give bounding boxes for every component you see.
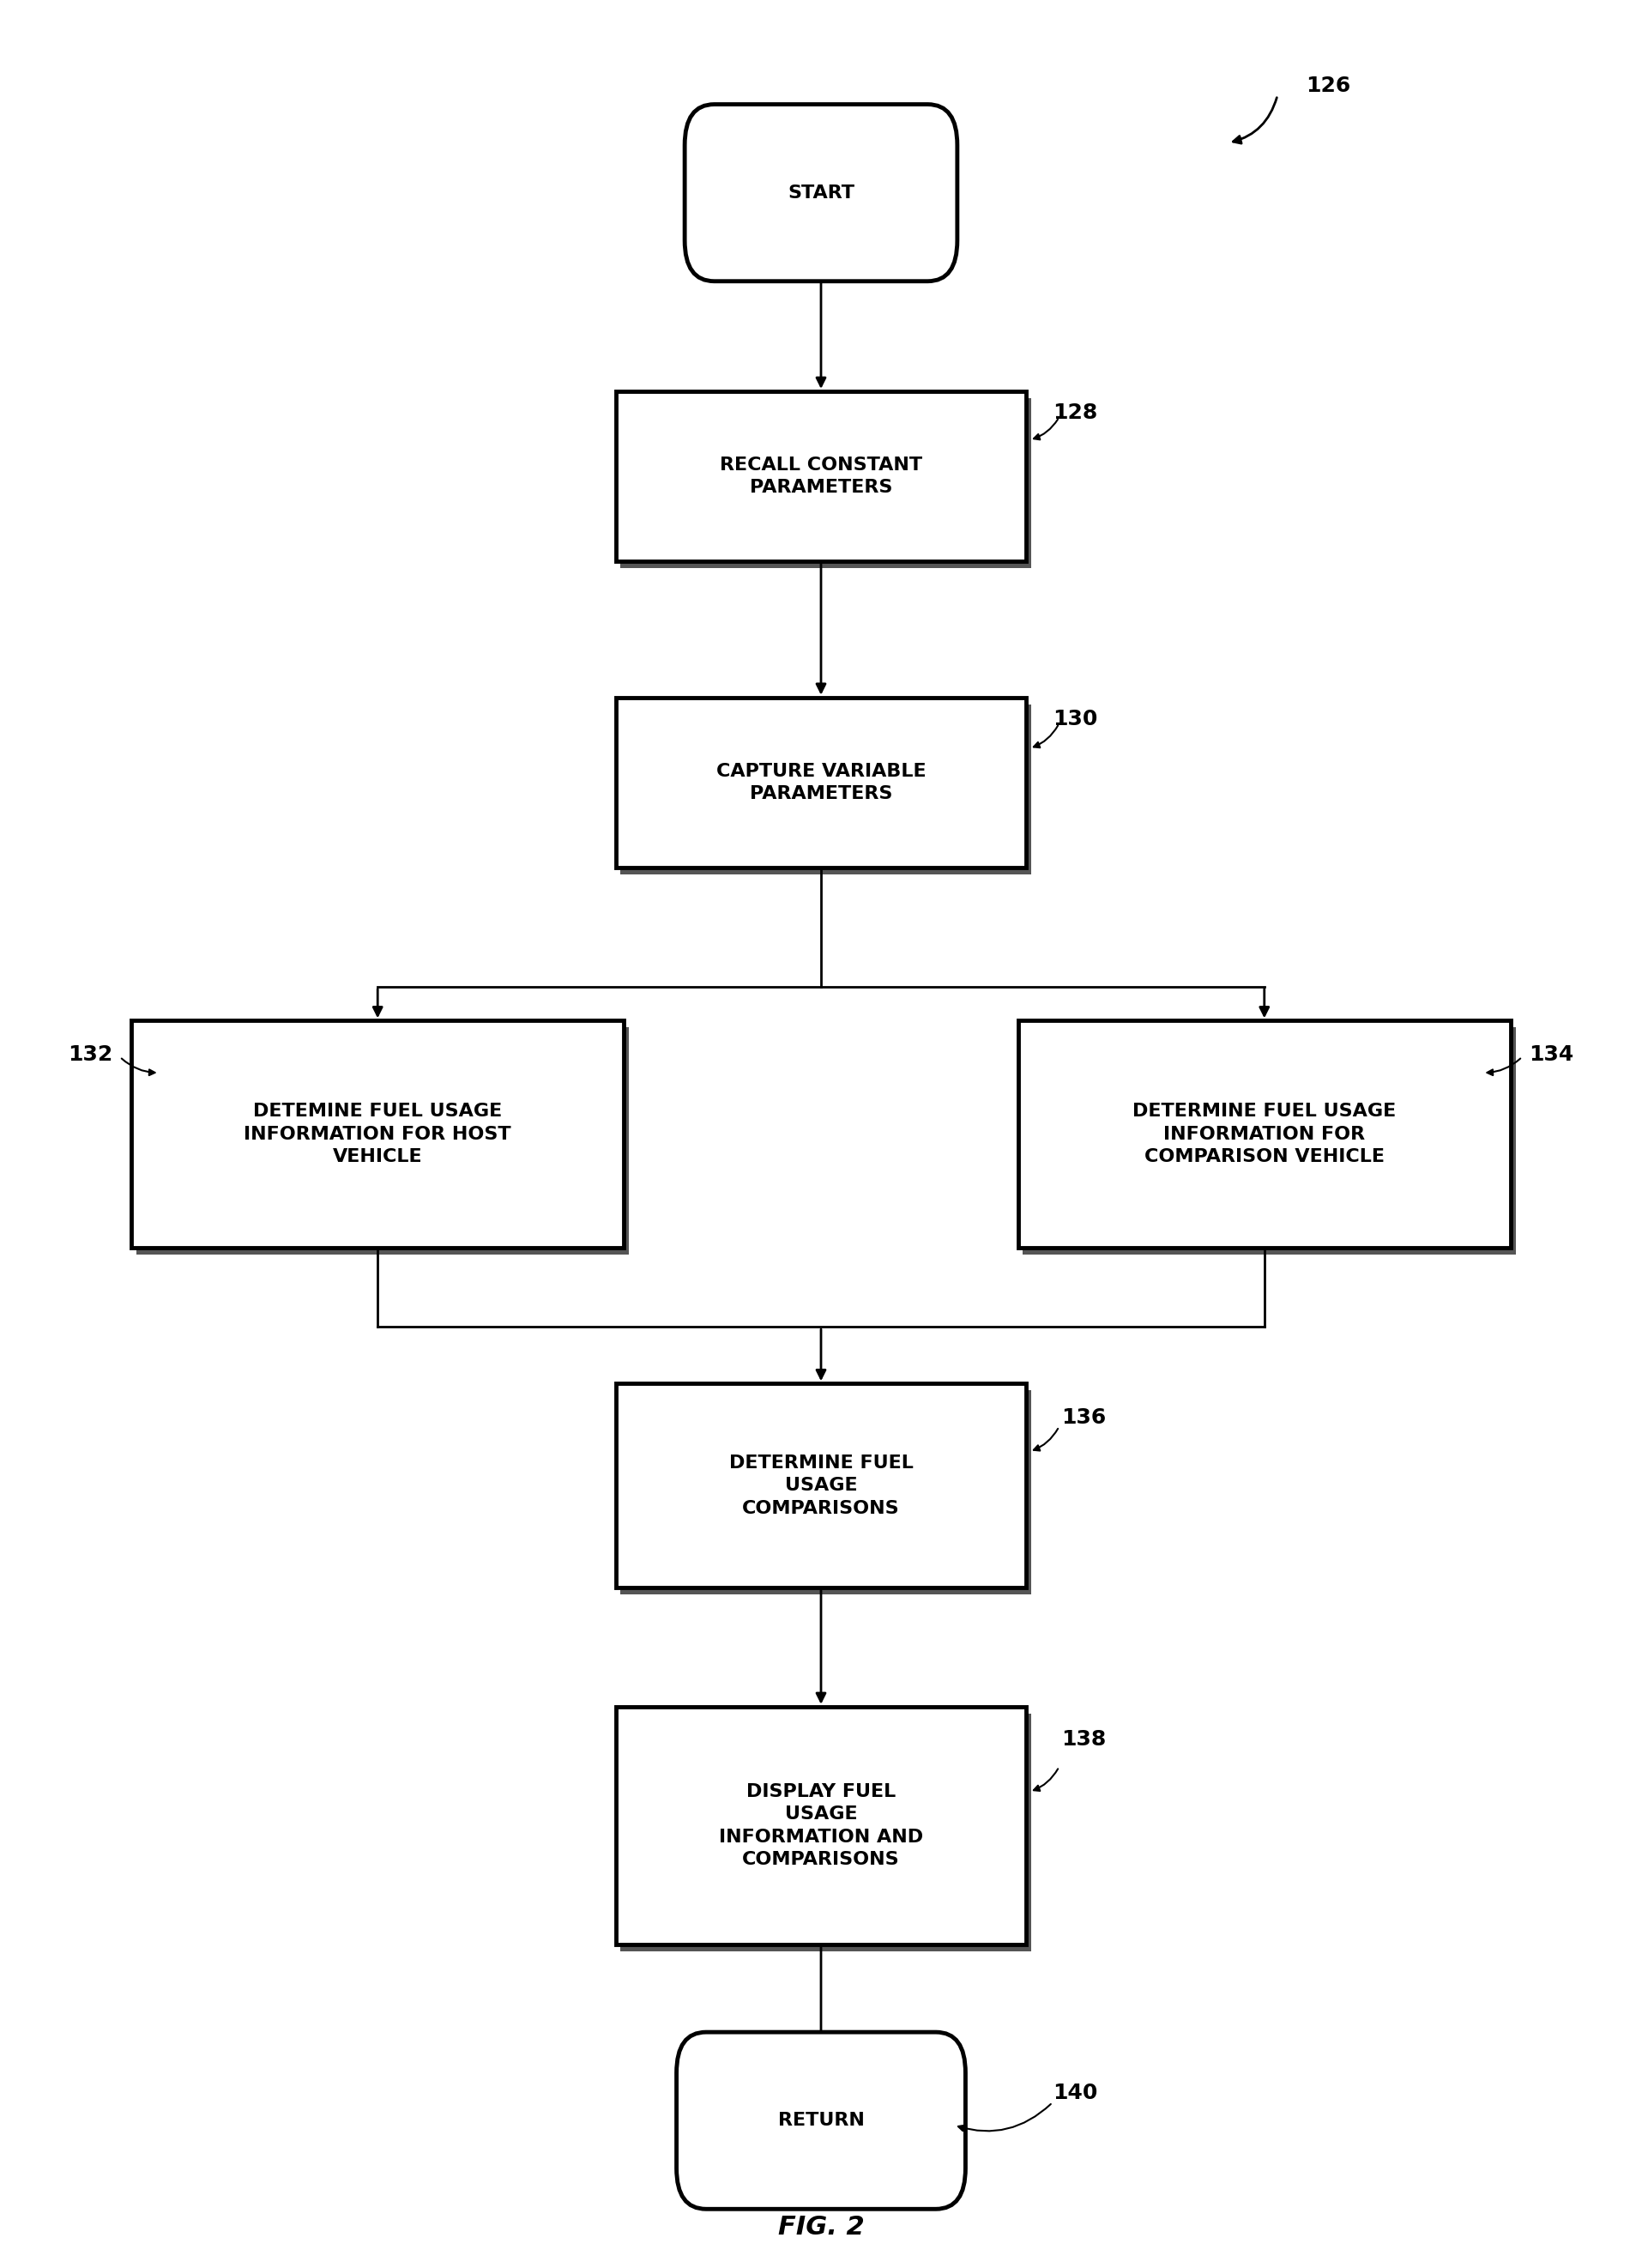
FancyBboxPatch shape <box>685 104 957 281</box>
Text: 140: 140 <box>1053 2082 1098 2105</box>
Bar <box>131 1021 624 1247</box>
Text: DISPLAY FUEL
USAGE
INFORMATION AND
COMPARISONS: DISPLAY FUEL USAGE INFORMATION AND COMPA… <box>719 1783 923 1869</box>
Text: FIG. 2: FIG. 2 <box>778 2216 864 2239</box>
Bar <box>616 390 1026 560</box>
Bar <box>621 703 1031 873</box>
Bar <box>136 1027 629 1254</box>
Bar <box>621 399 1031 567</box>
Text: 132: 132 <box>67 1043 113 1066</box>
Text: 128: 128 <box>1053 401 1098 424</box>
Text: RETURN: RETURN <box>778 2112 864 2130</box>
Text: START: START <box>788 184 854 202</box>
Text: 134: 134 <box>1529 1043 1575 1066</box>
Bar <box>1023 1027 1516 1254</box>
Text: RECALL CONSTANT
PARAMETERS: RECALL CONSTANT PARAMETERS <box>719 456 923 497</box>
FancyBboxPatch shape <box>677 2032 965 2209</box>
Text: 126: 126 <box>1305 75 1350 98</box>
Text: 138: 138 <box>1061 1728 1107 1751</box>
Text: DETERMINE FUEL USAGE
INFORMATION FOR
COMPARISON VEHICLE: DETERMINE FUEL USAGE INFORMATION FOR COM… <box>1133 1102 1396 1166</box>
Bar <box>621 1390 1031 1594</box>
Bar <box>1018 1021 1511 1247</box>
Text: 136: 136 <box>1061 1406 1107 1429</box>
Bar <box>621 1715 1031 1950</box>
Bar <box>616 696 1026 866</box>
Text: DETERMINE FUEL
USAGE
COMPARISONS: DETERMINE FUEL USAGE COMPARISONS <box>729 1454 913 1517</box>
Text: DETEMINE FUEL USAGE
INFORMATION FOR HOST
VEHICLE: DETEMINE FUEL USAGE INFORMATION FOR HOST… <box>245 1102 511 1166</box>
Bar <box>616 1706 1026 1944</box>
Text: CAPTURE VARIABLE
PARAMETERS: CAPTURE VARIABLE PARAMETERS <box>716 762 926 803</box>
Text: 130: 130 <box>1053 708 1098 730</box>
Bar <box>616 1383 1026 1588</box>
